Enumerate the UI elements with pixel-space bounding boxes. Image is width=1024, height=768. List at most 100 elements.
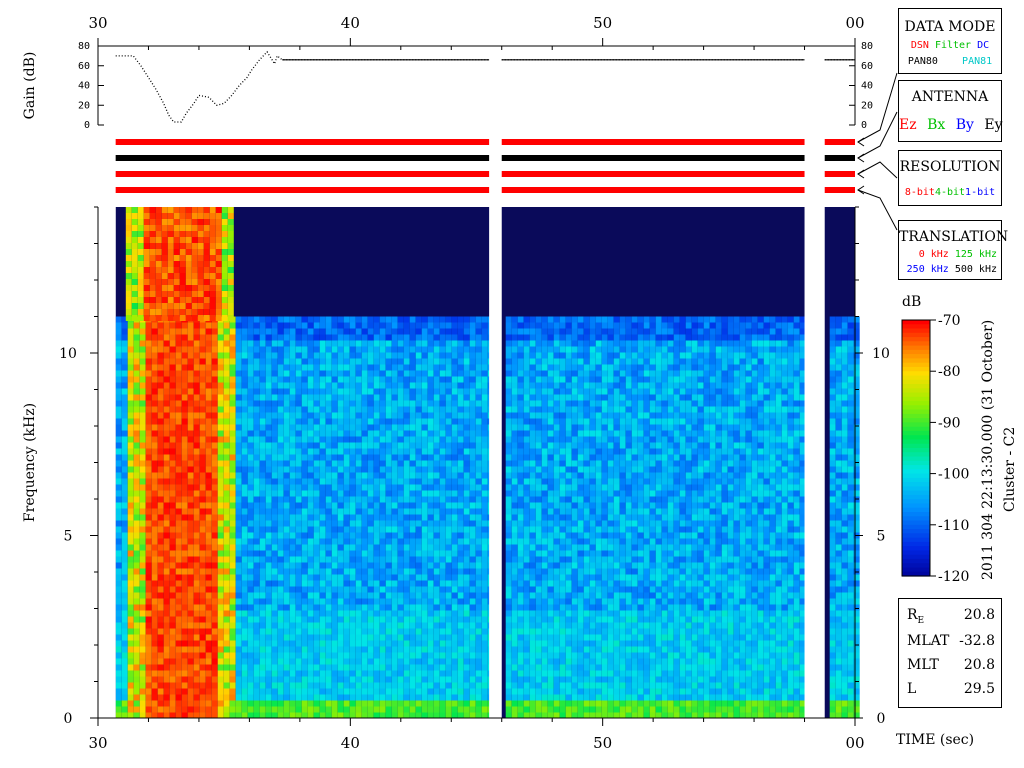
spectrogram-cell xyxy=(745,442,752,449)
spectrogram-cell xyxy=(679,400,686,407)
spectrogram-cell xyxy=(469,382,476,389)
spectrogram-cell xyxy=(565,394,572,401)
spectrogram-cell xyxy=(595,316,602,323)
spectrogram-cell xyxy=(559,550,566,557)
spectrogram-cell xyxy=(451,424,458,431)
spectrogram-cell xyxy=(445,430,452,437)
spectrogram-cell xyxy=(535,454,542,461)
spectrogram-cell xyxy=(415,334,422,341)
spectrogram-cell xyxy=(781,376,788,383)
spectrogram-cell xyxy=(295,448,302,455)
spectrogram-cell xyxy=(277,334,284,341)
spectrogram-cell xyxy=(421,562,428,569)
spectrogram-cell xyxy=(763,382,770,389)
spectrogram-cell xyxy=(469,352,476,359)
spectrogram-cell xyxy=(643,520,650,527)
spectrogram-cell xyxy=(253,424,260,431)
spectrogram-cell xyxy=(163,436,170,443)
spectrogram-cell xyxy=(529,328,536,335)
spectrogram-cell xyxy=(265,562,272,569)
spectrogram-cell xyxy=(523,382,530,389)
spectrogram-cell xyxy=(247,556,254,563)
spectrogram-cell xyxy=(679,418,686,425)
spectrogram-cell xyxy=(799,556,806,563)
spectrogram-cell xyxy=(271,538,278,545)
spectrogram-cell xyxy=(175,484,182,491)
spectrogram-cell xyxy=(217,454,224,461)
spectrogram-cell xyxy=(727,430,734,437)
spectrogram-cell xyxy=(799,538,806,545)
spectrogram-cell xyxy=(703,340,710,347)
spectrogram-cell xyxy=(247,400,254,407)
spectrogram-cell xyxy=(799,406,806,413)
spectrogram-cell xyxy=(673,448,680,455)
spectrogram-cell xyxy=(649,328,656,335)
spectrogram-cell xyxy=(469,442,476,449)
spectrogram-cell xyxy=(667,526,674,533)
spectrogram-cell xyxy=(517,340,524,347)
spectrogram-cell xyxy=(589,394,596,401)
spectrogram-cell xyxy=(709,358,716,365)
spectrogram-cell xyxy=(367,556,374,563)
spectrogram-cell xyxy=(601,364,608,371)
spectrogram-cell xyxy=(745,322,752,329)
spectrogram-cell xyxy=(475,556,482,563)
spectrogram-cell xyxy=(775,466,782,473)
spectrogram-cell xyxy=(559,370,566,377)
spectrogram-cell xyxy=(337,496,344,503)
spectrogram-cell xyxy=(175,508,182,515)
spectrogram-cell xyxy=(121,334,128,341)
spectrogram-cell xyxy=(259,502,266,509)
spectrogram-cell xyxy=(385,424,392,431)
spectrogram-cell xyxy=(775,358,782,365)
gain-y-tick-label-left: 80 xyxy=(78,41,90,52)
spectrogram-cell xyxy=(571,418,578,425)
spectrogram-cell xyxy=(649,538,656,545)
spectrogram-cell xyxy=(607,472,614,479)
spectrogram-cell xyxy=(601,424,608,431)
spectrogram-cell xyxy=(241,370,248,377)
spectrogram-cell xyxy=(799,502,806,509)
spectrogram-cell xyxy=(409,508,416,515)
spectrogram-cell xyxy=(157,466,164,473)
spectrogram-cell xyxy=(355,388,362,395)
spectrogram-cell xyxy=(829,322,836,329)
spectrogram-cell xyxy=(829,382,836,389)
spectrogram-cell xyxy=(121,532,128,539)
spectrogram-cell xyxy=(175,454,182,461)
spectrogram-cell xyxy=(283,544,290,551)
spectrogram-cell xyxy=(169,334,176,341)
spectrogram-cell xyxy=(511,466,518,473)
spectrogram-cell xyxy=(643,538,650,545)
spectrogram-cell xyxy=(541,556,548,563)
spectrogram-cell xyxy=(181,406,188,413)
spectrogram-cell xyxy=(631,520,638,527)
spectrogram-cell xyxy=(121,412,128,419)
spectrogram-cell xyxy=(637,532,644,539)
spectrogram-cell xyxy=(661,556,668,563)
spectrogram-cell xyxy=(511,508,518,515)
spectrogram-cell xyxy=(721,520,728,527)
spectrogram-cell xyxy=(445,490,452,497)
spectrogram-cell xyxy=(691,490,698,497)
spectrogram-cell xyxy=(697,394,704,401)
spectrogram-cell xyxy=(763,370,770,377)
spectrogram-cell xyxy=(145,376,152,383)
spectrogram-cell xyxy=(541,550,548,557)
spectrogram-cell xyxy=(415,352,422,359)
spectrogram-cell xyxy=(631,538,638,545)
spectrogram-cell xyxy=(169,526,176,533)
spectrogram-cell xyxy=(331,508,338,515)
spectrogram-cell xyxy=(835,400,842,407)
spectrogram-cell xyxy=(727,502,734,509)
spectrogram-cell xyxy=(829,472,836,479)
spectrogram-cell xyxy=(187,550,194,557)
spectrogram-cell xyxy=(661,544,668,551)
status-bar-0 xyxy=(115,139,490,145)
spectrogram-cell xyxy=(451,478,458,485)
spectrogram-cell xyxy=(829,436,836,443)
spectrogram-cell xyxy=(301,472,308,479)
spectrogram-cell xyxy=(835,550,842,557)
spectrogram-cell xyxy=(283,484,290,491)
spectrogram-cell xyxy=(343,466,350,473)
